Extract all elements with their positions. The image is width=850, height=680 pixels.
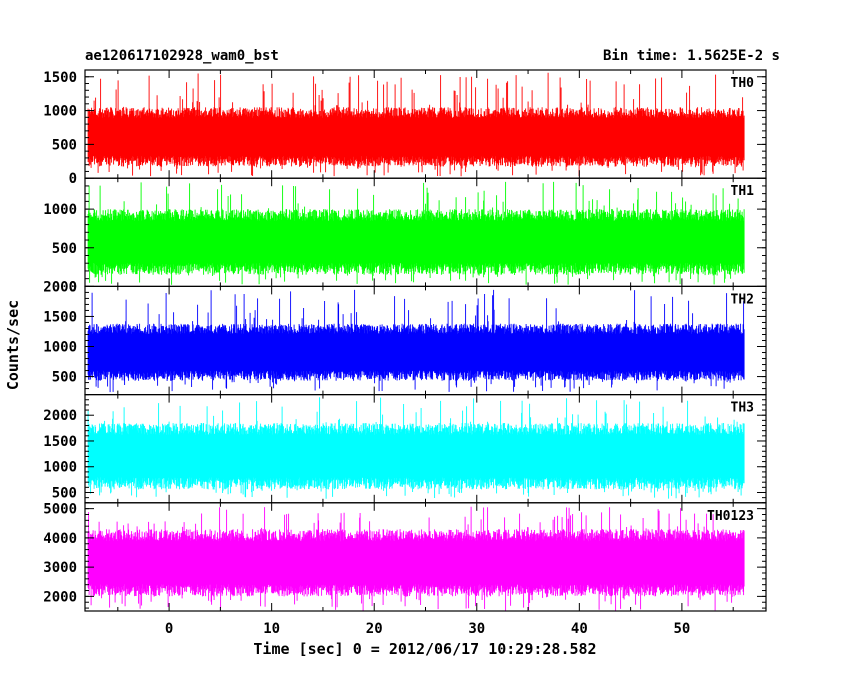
- x-tick-label: 40: [571, 621, 588, 637]
- y-tick-label: 500: [52, 137, 77, 153]
- y-tick-label: 1000: [43, 104, 77, 120]
- panel-th0123: 2000 3000 4000 5000 TH0123: [43, 502, 767, 612]
- y-tick-label: 1500: [43, 70, 77, 86]
- y-tick-label: 1000: [43, 460, 77, 476]
- x-axis-label: Time [sec] 0 = 2012/06/17 10:29:28.582: [253, 640, 596, 658]
- y-tick-label: 2000: [43, 279, 77, 295]
- y-tick-label: 3000: [43, 560, 77, 576]
- y-tick-label: 4000: [43, 531, 77, 547]
- x-tick-label: 30: [468, 621, 485, 637]
- x-tick-label: 0: [165, 621, 173, 637]
- bin-time-label: Bin time: 1.5625E-2 s: [603, 48, 780, 64]
- panel-th2: 500 1000 1500 2000 TH2: [43, 279, 767, 396]
- y-tick-label: 1500: [43, 309, 77, 325]
- x-tick-label: 50: [673, 621, 690, 637]
- y-tick-label: 1000: [43, 202, 77, 218]
- y-tick-label: 1000: [43, 340, 77, 356]
- series-th0123: [87, 506, 745, 611]
- y-tick-label: 1500: [43, 434, 77, 450]
- y-tick-label: 500: [52, 485, 77, 501]
- y-tick-label: 5000: [43, 502, 77, 518]
- panel-label: TH2: [731, 292, 754, 307]
- y-axis-label: Counts/sec: [4, 300, 22, 390]
- panel-th3: 500 1000 1500 2000 TH3: [43, 394, 767, 504]
- panel-label: TH0: [731, 76, 755, 91]
- y-tick-label: 2000: [43, 589, 77, 605]
- series-th2: [87, 289, 745, 393]
- series-th1: [87, 181, 745, 285]
- series-th3: [87, 397, 745, 499]
- y-tick-label: 500: [52, 241, 77, 257]
- panel-label: TH1: [731, 184, 755, 199]
- y-tick-label: 0: [69, 171, 77, 187]
- x-tick-label: 20: [366, 621, 383, 637]
- y-tick-label: 0: [69, 279, 77, 295]
- x-tick-label: 10: [263, 621, 280, 637]
- series-th0: [87, 72, 745, 177]
- chart-title: ae120617102928_wam0_bst: [85, 48, 279, 64]
- panel-label: TH0123: [707, 509, 754, 524]
- y-tick-label: 500: [52, 370, 77, 386]
- panel-th0: 0 500 1000 1500 TH0: [43, 69, 767, 187]
- panel-th1: 0 500 1000 TH1: [43, 177, 767, 295]
- y-tick-label: 2000: [43, 408, 77, 424]
- panel-label: TH3: [731, 401, 754, 416]
